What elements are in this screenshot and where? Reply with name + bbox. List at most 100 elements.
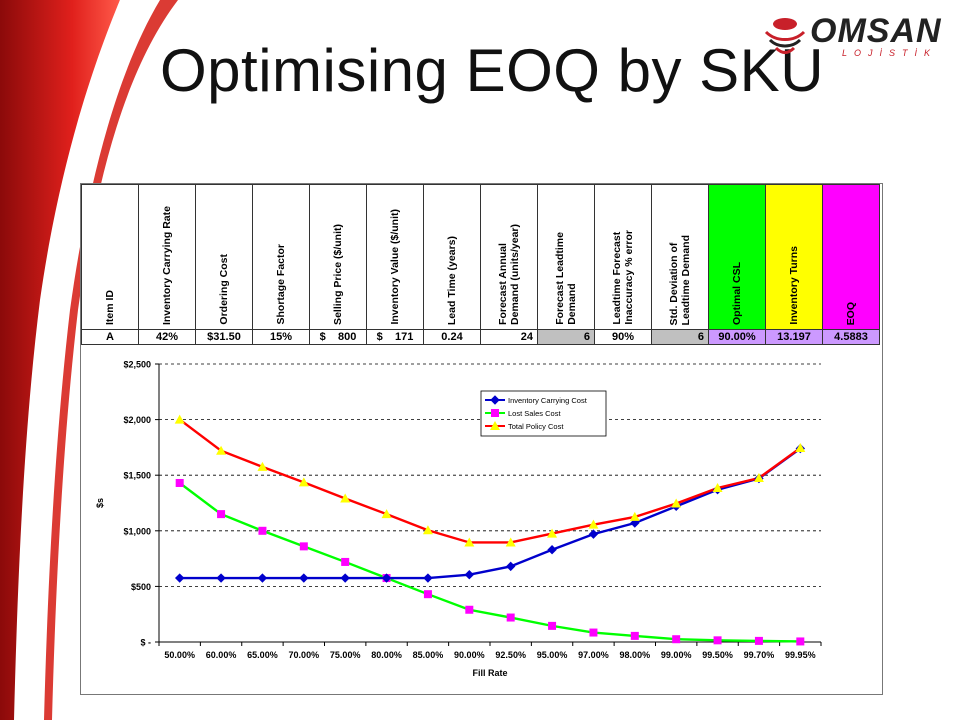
data-point — [713, 636, 722, 645]
cell-inventory-carrying-rate: 42% — [138, 329, 196, 345]
data-point — [298, 477, 309, 487]
cell-selling-price: $ 800 — [309, 329, 367, 345]
legend-label: Lost Sales Cost — [508, 409, 561, 418]
y-tick-label: $1,000 — [123, 526, 151, 536]
legend-label: Total Policy Cost — [508, 422, 564, 431]
data-point — [257, 461, 268, 471]
x-tick-label: 70.00% — [289, 650, 320, 660]
data-point — [465, 605, 474, 614]
series-line-inventory-carrying-cost — [179, 447, 802, 580]
data-point — [547, 544, 557, 555]
data-point — [257, 573, 268, 583]
cell-inventory-turns: 13.197 — [765, 329, 823, 345]
header-inventory-carrying-rate: Inventory Carrying Rate — [138, 184, 196, 330]
header-eoq: EOQ — [822, 184, 880, 330]
header-forecast-leadtime-demand: Forecast Leadtime Demand — [537, 184, 595, 330]
data-point — [217, 510, 226, 519]
x-tick-label: 50.00% — [164, 650, 195, 660]
cell-forecast-leadtime-demand: 6 — [537, 329, 595, 345]
data-point — [753, 472, 764, 482]
data-point — [422, 525, 433, 535]
header-inventory-turns: Inventory Turns — [765, 184, 823, 330]
x-tick-label: 95.00% — [537, 650, 568, 660]
header-shortage-factor: Shortage Factor — [252, 184, 310, 330]
cell-std-deviation: 6 — [651, 329, 709, 345]
cell-lead-time: 0.24 — [423, 329, 481, 345]
x-tick-label: 99.95% — [785, 650, 816, 660]
data-point — [381, 573, 392, 583]
x-tick-label: 92.50% — [495, 650, 526, 660]
y-tick-label: $ - — [140, 638, 151, 648]
data-point — [630, 631, 639, 640]
header-lead-time: Lead Time (years) — [423, 184, 481, 330]
header-leadtime-forecast-inaccuracy: Leadtime Forecast Inaccuracy % error — [594, 184, 652, 330]
x-tick-label: 85.00% — [413, 650, 444, 660]
data-point — [174, 573, 185, 583]
data-point — [506, 613, 515, 622]
cell-leadtime-forecast-inaccuracy: 90% — [594, 329, 652, 345]
data-point — [712, 482, 723, 492]
data-point — [174, 414, 185, 424]
legend-label: Inventory Carrying Cost — [508, 396, 588, 405]
data-point — [423, 590, 432, 599]
header-optimal-csl: Optimal CSL — [708, 184, 766, 330]
data-point — [505, 537, 516, 547]
data-point — [340, 573, 350, 583]
data-point — [795, 442, 806, 452]
series-line-total-policy-cost — [178, 418, 802, 544]
data-point — [588, 529, 599, 539]
logo-subtitle: LOJİSTİK — [842, 48, 938, 58]
data-point — [216, 573, 226, 583]
data-point — [589, 628, 598, 637]
data-point — [630, 518, 640, 528]
logo-name: OMSAN — [810, 12, 942, 50]
x-tick-label: 90.00% — [454, 650, 485, 660]
data-point — [672, 635, 681, 644]
x-tick-label: 99.70% — [744, 650, 775, 660]
parameters-table: Item ID Inventory Carrying Rate Ordering… — [81, 184, 880, 345]
data-point — [629, 511, 640, 521]
data-point — [216, 445, 227, 455]
data-point — [381, 509, 392, 519]
header-std-deviation: Std. Deviation of Leadtime Demand — [651, 184, 709, 330]
x-tick-label: 80.00% — [371, 650, 402, 660]
omsan-badge-icon — [764, 18, 806, 54]
spreadsheet-panel: Item ID Inventory Carrying Rate Ordering… — [80, 183, 883, 695]
data-point — [175, 478, 184, 487]
x-tick-label: 99.50% — [702, 650, 733, 660]
legend-marker — [491, 409, 499, 417]
data-point — [754, 636, 763, 645]
data-point — [464, 570, 475, 580]
data-point — [299, 542, 308, 551]
y-tick-label: $1,500 — [123, 471, 151, 481]
data-point — [796, 637, 805, 646]
data-point — [258, 526, 267, 535]
cell-item-id: A — [81, 329, 139, 345]
decorative-red-swoosh — [0, 0, 178, 720]
header-item-id: Item ID — [81, 184, 139, 330]
cell-eoq: 4.5883 — [822, 329, 880, 345]
y-tick-label: $500 — [131, 582, 151, 592]
legend-marker — [490, 421, 500, 430]
data-point — [548, 621, 557, 630]
data-point — [299, 573, 309, 583]
cell-inventory-value: $ 171 — [366, 329, 424, 345]
cell-shortage-factor: 15% — [252, 329, 310, 345]
data-point — [464, 537, 475, 547]
data-point — [547, 528, 558, 538]
header-inventory-value: Inventory Value ($/unit) — [366, 184, 424, 330]
y-axis-label: $s — [95, 498, 105, 508]
cell-ordering-cost: $31.50 — [195, 329, 253, 345]
x-tick-label: 65.00% — [247, 650, 278, 660]
series-line-lost-sales-cost — [178, 482, 801, 643]
data-point — [588, 519, 599, 529]
cell-optimal-csl: 90.00% — [708, 329, 766, 345]
x-axis-label: Fill Rate — [472, 668, 507, 678]
x-tick-label: 99.00% — [661, 650, 692, 660]
y-tick-label: $2,000 — [123, 415, 151, 425]
header-ordering-cost: Ordering Cost — [195, 184, 253, 330]
data-point — [341, 557, 350, 566]
table-header-row: Item ID Inventory Carrying Rate Ordering… — [81, 184, 880, 330]
data-point — [340, 493, 351, 503]
x-tick-label: 98.00% — [620, 650, 651, 660]
